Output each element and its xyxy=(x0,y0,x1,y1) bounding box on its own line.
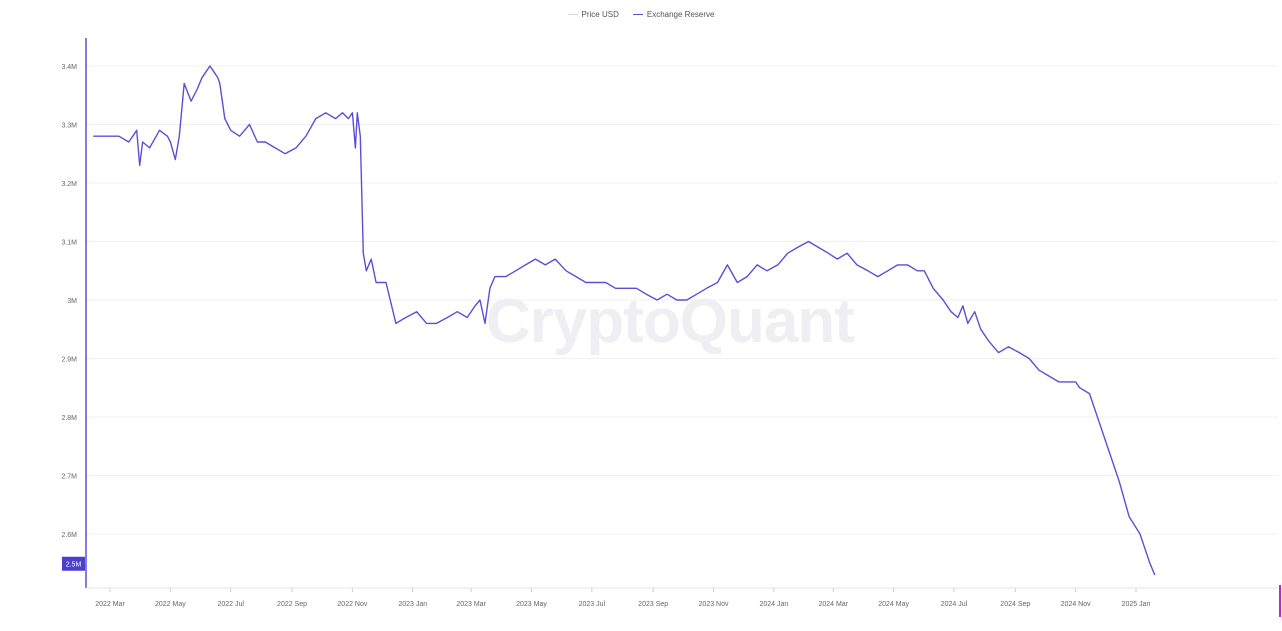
y-tick-label: 3M xyxy=(67,298,77,305)
x-tick-label: 2022 May xyxy=(155,601,186,608)
legend-label-price: Price USD xyxy=(581,10,619,19)
x-tick-label: 2025 Jan xyxy=(1122,601,1151,608)
y-tick-label: 2.7M xyxy=(61,474,77,481)
x-tick-label: 2023 Nov xyxy=(699,601,729,608)
x-tick-label: 2024 Jan xyxy=(759,601,788,608)
x-tick-label: 2023 Mar xyxy=(456,601,486,608)
x-tick-label: 2024 Sep xyxy=(1000,601,1030,608)
y-tick-label: 2.6M xyxy=(61,532,77,539)
y-tick-label: 3.3M xyxy=(61,123,77,130)
current-value-badge xyxy=(62,556,85,571)
x-tick-label: 2023 Sep xyxy=(638,601,668,608)
legend-item-exchange-reserve[interactable]: Exchange Reserve xyxy=(632,10,715,19)
right-edge-marker xyxy=(1279,585,1281,617)
y-tick-label: 3.4M xyxy=(61,64,77,71)
x-tick-label: 2024 Mar xyxy=(818,601,848,608)
y-tick-label: 2.9M xyxy=(61,357,77,364)
exchange-reserve-line xyxy=(93,65,1156,576)
legend-item-price[interactable]: Price USD xyxy=(567,10,619,19)
watermark-logo: CryptoQuant xyxy=(486,287,855,356)
legend-label-exchange-reserve: Exchange Reserve xyxy=(646,10,715,19)
x-tick-label: 2023 May xyxy=(516,601,547,608)
x-tick-label: 2022 Nov xyxy=(337,601,367,608)
y-tick-label: 3.1M xyxy=(61,240,77,247)
x-tick-label: 2024 Jul xyxy=(941,601,968,608)
x-tick-label: 2024 Nov xyxy=(1061,601,1091,608)
y-tick-label: 2.8M xyxy=(61,415,77,422)
x-tick-label: 2023 Jan xyxy=(398,601,427,608)
legend-swatch-exchange-reserve xyxy=(632,13,643,16)
x-tick-label: 2022 Sep xyxy=(277,601,307,608)
chart-legend: Price USD Exchange Reserve xyxy=(0,10,1282,19)
x-tick-label: 2024 May xyxy=(878,601,909,608)
x-tick-label: 2023 Jul xyxy=(579,601,606,608)
legend-swatch-price xyxy=(567,13,578,16)
y-tick-label: 3.2M xyxy=(61,181,77,188)
x-tick-label: 2022 Jul xyxy=(217,601,244,608)
current-value-label: 2.5M xyxy=(66,561,82,568)
x-tick-label: 2022 Mar xyxy=(95,601,125,608)
